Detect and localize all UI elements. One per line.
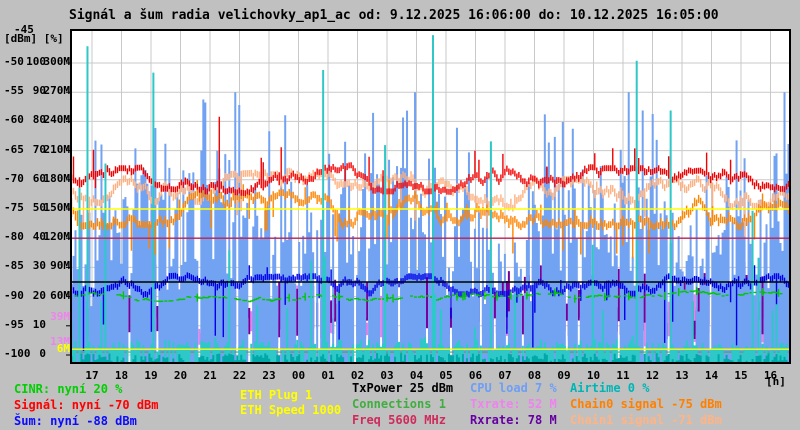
y-tick-p: 100 [26,55,46,68]
series-cinr [74,287,783,304]
y-axis-tick: -55 90 270M [0,85,70,97]
legend-eth-speed: ETH Speed 1000 [240,403,342,417]
y-tick-m: 60M [50,288,70,302]
x-axis-tick: 05 [439,369,453,382]
legend-connections: Connections 1 [352,397,446,411]
x-axis-tick: 09 [557,369,571,382]
y-axis-tick: -95 10 [0,317,70,331]
x-axis-tick: 22 [232,369,247,382]
chart-series [72,35,789,362]
x-axis-tick: 01 [321,369,335,382]
series-chain0_signal [72,179,789,259]
y-tick-m: 240M [43,113,71,127]
x-axis-tick: 07 [498,369,512,382]
series-airtime [72,35,788,362]
y-tick-d: -75 [4,201,24,214]
y-tick-p: 70 [32,142,46,156]
y-tick-m: 120M [43,230,71,244]
x-axis-tick: 15 [734,369,748,382]
y-tick-p: 40 [32,230,46,244]
legend-rxrate: Rxrate: 78 M [470,413,557,427]
y-tick-m: 300M [43,55,71,68]
x-axis-tick: 11 [616,369,630,382]
x-axis-tick: 02 [350,369,365,382]
x-axis-tick: 12 [645,369,660,382]
y-tick-rate-39M: 39M [50,310,70,324]
legend-signal: Signál: nyní -70 dBm [14,398,159,412]
y-tick-rate-6M: 6M [56,342,70,356]
series-noise [72,265,789,352]
y-tick-d: -100 [4,347,31,360]
x-axis-tick: 20 [173,369,188,382]
y-tick-m: 150M [43,201,71,214]
x-axis-tick: 23 [262,369,276,382]
y-axis-tick: -85 30 90M [0,260,70,272]
x-axis-tick: 00 [291,369,306,382]
x-axis-tick: 06 [468,369,483,382]
y-tick-p: 50 [32,201,46,214]
x-axis-tick: 03 [380,369,394,382]
x-axis-tick: 21 [203,369,217,382]
y-axis-tick: -100 0 [0,348,70,360]
y-tick-d: -80 [4,230,24,244]
y-tick-p: 0 [39,347,46,360]
y-tick-d: -70 [4,171,24,185]
x-axis-tick: 19 [144,369,158,382]
y-tick-m: 180M [43,171,71,185]
y-tick-p: 80 [32,113,46,127]
y-tick-m: 270M [43,84,71,98]
x-axis-tick: 04 [409,369,424,382]
legend-chain1-signal: Chain1 signal -71 dBm [570,413,722,427]
y-tick-d: -65 [4,142,24,156]
y-tick-m: 90M [50,259,70,273]
legend-airtime: Airtime 0 % [570,381,650,395]
x-axis-tick: 18 [114,369,129,382]
x-axis-tick: 16 [763,369,778,382]
y-tick-p: 60 [32,171,46,185]
legend-chain0-signal: Chain0 signal -75 dBm [570,397,722,411]
y-tick-m: 210M [43,142,71,156]
plot-border [70,29,791,364]
y-axis-tick: -70 60 180M [0,171,71,185]
y-tick-d: -85 [4,259,24,273]
y-tick-p: 90 [32,84,46,98]
x-axis-tick: 17 [85,369,99,382]
y-axis-tick: -90 20 60M [0,288,70,302]
y-tick-rate-13M: 13M [50,335,70,349]
y-axis-tick: -65 70 210M [0,142,71,156]
y-axis-tick: -75 50 150M [0,202,70,214]
legend-noise: Šum: nyní -88 dBm [14,414,137,428]
series-chain1_signal [72,167,789,237]
graph-title: Signál a šum radia velichovky_ap1_ac od:… [69,8,719,23]
y-axis-unit-label: [dBm] [%] [4,32,64,45]
x-axis-tick: 08 [527,369,542,382]
y-tick-d: -55 [4,84,24,98]
y-tick-minus45: -45 [14,23,34,36]
y-axis-tick: -60 80 240M [0,114,70,126]
y-axis-tick: -50 100 300M [0,56,70,68]
series-airtime-base [72,353,788,362]
y-axis-tick: -80 40 120M [0,231,70,243]
y-tick-d: -90 [4,288,24,302]
x-axis-tick: 14 [704,369,719,382]
legend-txpower: TxPower 25 dBm [352,381,454,395]
legend-cinr: CINR: nyní 20 % [14,382,123,396]
y-tick-d: -60 [4,113,24,127]
x-axis-tick: 10 [586,369,601,382]
legend-txrate: Txrate: 52 M [470,397,557,411]
legend-freq: Freq 5600 MHz [352,413,446,427]
y-tick-p: 10 [32,317,46,331]
x-axis-unit-label: [h] [766,375,786,388]
legend-eth-plug: ETH Plug 1 [240,388,313,402]
x-axis-tick: 13 [675,369,689,382]
y-tick-d: -50 [4,55,24,68]
legend-cpu-load: CPU load 7 % [470,381,557,395]
y-tick-p: 30 [32,259,46,273]
y-tick-d: -95 [4,317,24,331]
y-tick-p: 20 [32,288,46,302]
